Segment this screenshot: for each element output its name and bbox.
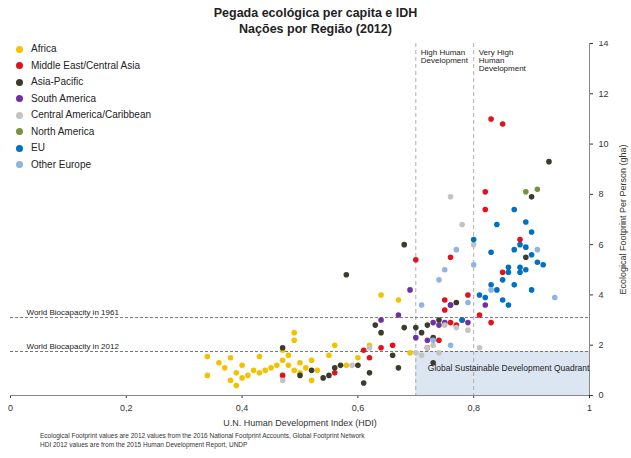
svg-text:12: 12 — [599, 89, 609, 99]
svg-text:14: 14 — [599, 41, 609, 48]
html-text:Nações por Região (2012): Nações por Região (2012) — [239, 22, 392, 36]
svg-text:1: 1 — [587, 403, 592, 413]
svg-text:Ecological Footprint Per Perso: Ecological Footprint Per Person (gha) — [618, 144, 628, 294]
html-text:Central America/Caribbean: Central America/Caribbean — [31, 109, 152, 120]
html-text:South America: South America — [31, 92, 96, 104]
svg-text:0,6: 0,6 — [352, 403, 365, 413]
svg-text:4: 4 — [599, 290, 604, 300]
html-text:Other Europe: Other Europe — [31, 158, 91, 170]
svg-text:8: 8 — [599, 189, 604, 199]
svg-text:2: 2 — [599, 340, 604, 350]
html-text:Asia-Pacific: Asia-Pacific — [31, 76, 84, 87]
html-text:Ecological Footprint values ar: Ecological Footprint values are 2012 val… — [40, 432, 365, 439]
html-text:North America: North America — [31, 125, 95, 137]
svg-text:Very HighHumanDevelopment: Very HighHumanDevelopment — [479, 48, 527, 73]
svg-text:10: 10 — [599, 139, 609, 149]
html-text:HDI 2012 values are from the 2: HDI 2012 values are from the 2015 Human … — [40, 441, 248, 448]
svg-text:U.N. Human Development Index (: U.N. Human Development Index (HDI) — [223, 418, 377, 428]
svg-text:0,4: 0,4 — [236, 403, 249, 413]
svg-text:0,8: 0,8 — [467, 403, 480, 413]
svg-text:0,2: 0,2 — [120, 403, 133, 413]
svg-text:World Biocapacity in 2012: World Biocapacity in 2012 — [27, 342, 120, 351]
svg-text:High HumanDevelopment: High HumanDevelopment — [421, 48, 469, 65]
svg-text:6: 6 — [599, 240, 604, 250]
svg-text:Global Sustainable Development: Global Sustainable Development Quadrant — [428, 363, 590, 373]
html-text:Africa: Africa — [31, 43, 57, 54]
html-text:Middle East/Central Asia: Middle East/Central Asia — [31, 59, 140, 71]
html-text:EU: EU — [31, 142, 45, 153]
svg-text:0: 0 — [599, 390, 604, 400]
svg-text:World Biocapacity in 1961: World Biocapacity in 1961 — [27, 308, 120, 317]
html-text:Pegada ecológica per capita e: Pegada ecológica per capita e IDH — [213, 6, 418, 20]
svg-text:0: 0 — [8, 403, 13, 413]
